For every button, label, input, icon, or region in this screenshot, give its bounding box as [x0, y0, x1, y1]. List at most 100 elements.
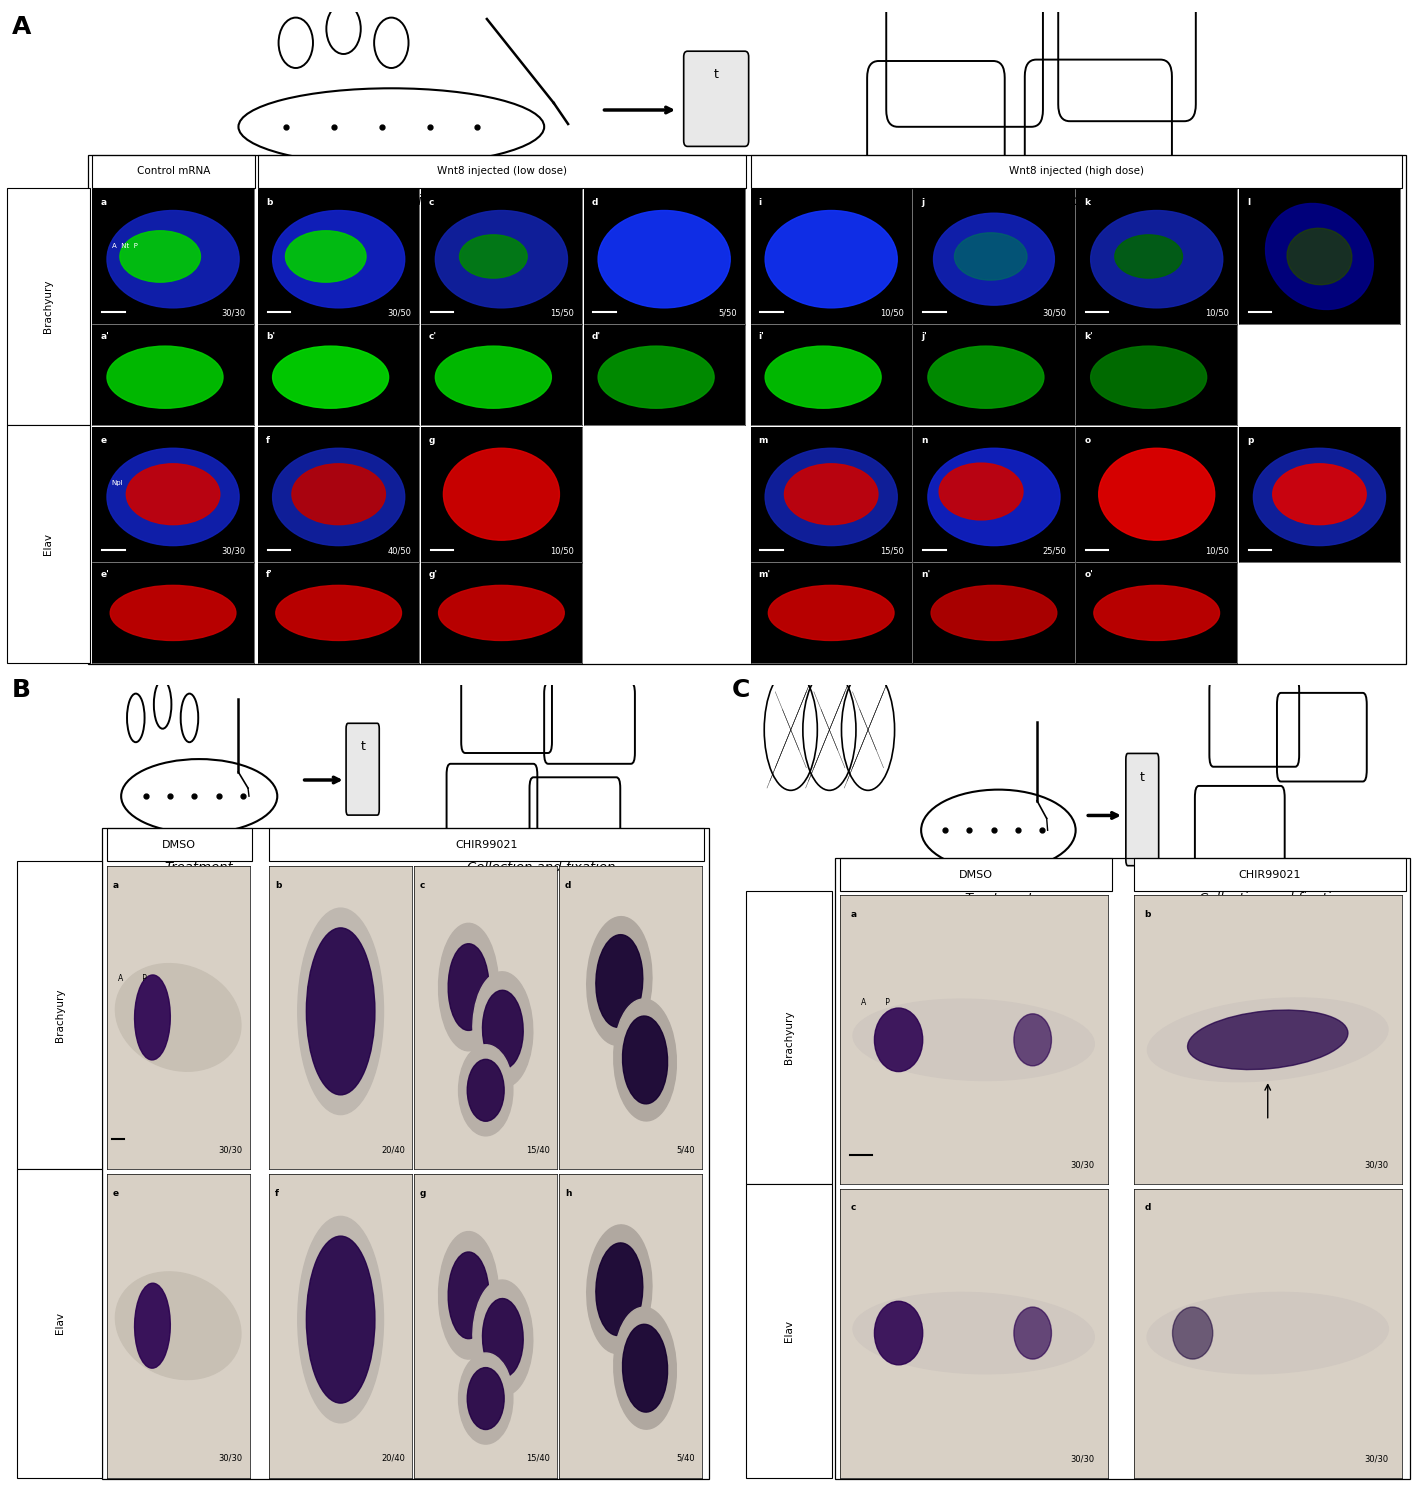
Text: 40/50: 40/50	[387, 546, 411, 555]
Ellipse shape	[1188, 1010, 1348, 1070]
Text: 10/50: 10/50	[879, 309, 904, 318]
Ellipse shape	[596, 1244, 643, 1335]
Text: 30/50: 30/50	[1043, 309, 1066, 318]
Ellipse shape	[107, 448, 239, 546]
Ellipse shape	[127, 464, 219, 525]
Ellipse shape	[135, 975, 171, 1060]
Ellipse shape	[1094, 585, 1220, 640]
Text: g': g'	[428, 570, 438, 579]
Text: Wnt8 injected (low dose): Wnt8 injected (low dose)	[437, 166, 568, 176]
Text: e': e'	[101, 570, 110, 579]
FancyBboxPatch shape	[1126, 753, 1158, 865]
Text: e: e	[101, 436, 107, 445]
Ellipse shape	[135, 1282, 171, 1368]
Text: 20/40: 20/40	[381, 1144, 406, 1154]
Ellipse shape	[444, 448, 559, 540]
Text: b: b	[275, 880, 282, 890]
Ellipse shape	[297, 1216, 384, 1423]
Text: 30/30: 30/30	[1070, 1454, 1094, 1462]
Ellipse shape	[115, 1272, 240, 1380]
Text: d': d'	[592, 332, 601, 340]
Text: a: a	[112, 880, 118, 890]
Text: m': m'	[758, 570, 771, 579]
Ellipse shape	[1114, 236, 1183, 278]
Text: Collection and fixation: Collection and fixation	[467, 861, 615, 874]
Ellipse shape	[613, 1306, 676, 1430]
Ellipse shape	[292, 464, 386, 525]
Text: 5/40: 5/40	[676, 1144, 694, 1154]
Text: 30/50: 30/50	[387, 309, 411, 318]
Text: 30/30: 30/30	[218, 1454, 242, 1462]
Ellipse shape	[448, 944, 490, 1030]
Text: f': f'	[266, 570, 273, 579]
Text: DMSO: DMSO	[959, 870, 993, 879]
Ellipse shape	[472, 972, 532, 1088]
Ellipse shape	[1015, 1014, 1052, 1066]
Ellipse shape	[1265, 204, 1373, 309]
Text: c: c	[851, 1203, 855, 1212]
Text: i: i	[758, 198, 761, 207]
Text: 15/50: 15/50	[879, 546, 904, 555]
Text: B: B	[11, 678, 30, 702]
Text: d: d	[592, 198, 598, 207]
Ellipse shape	[613, 999, 676, 1120]
Ellipse shape	[598, 346, 714, 408]
Ellipse shape	[107, 210, 239, 308]
Text: Brachyury: Brachyury	[784, 1011, 794, 1065]
Text: f: f	[266, 436, 270, 445]
Text: Collection and fixation: Collection and fixation	[982, 194, 1138, 208]
Text: Wnt8 injected (high dose): Wnt8 injected (high dose)	[1009, 166, 1144, 176]
Ellipse shape	[1099, 448, 1215, 540]
Ellipse shape	[460, 236, 527, 278]
Text: d: d	[1144, 1203, 1151, 1212]
Text: n: n	[922, 436, 928, 445]
Text: g: g	[428, 436, 435, 445]
Text: 30/30: 30/30	[222, 309, 246, 318]
Text: 25/50: 25/50	[1043, 546, 1066, 555]
Text: a: a	[851, 910, 857, 920]
Ellipse shape	[1147, 998, 1387, 1082]
Ellipse shape	[467, 1059, 504, 1122]
Ellipse shape	[306, 1236, 374, 1403]
Text: 5/40: 5/40	[676, 1454, 694, 1462]
Text: n': n'	[922, 570, 931, 579]
Text: i': i'	[758, 332, 764, 340]
Ellipse shape	[115, 963, 240, 1071]
Ellipse shape	[1286, 228, 1352, 285]
Ellipse shape	[306, 928, 374, 1095]
Ellipse shape	[438, 585, 565, 640]
Ellipse shape	[438, 924, 498, 1052]
FancyBboxPatch shape	[346, 723, 380, 815]
Text: b: b	[266, 198, 273, 207]
Text: Brachyury: Brachyury	[43, 279, 54, 333]
Ellipse shape	[933, 213, 1054, 304]
Text: 15/40: 15/40	[527, 1454, 551, 1462]
Ellipse shape	[928, 448, 1060, 546]
Ellipse shape	[928, 346, 1044, 408]
Ellipse shape	[875, 1008, 922, 1071]
Ellipse shape	[586, 1226, 652, 1353]
Text: 5/50: 5/50	[719, 309, 737, 318]
Ellipse shape	[435, 210, 568, 308]
Ellipse shape	[273, 210, 404, 308]
Text: DMSO: DMSO	[162, 840, 196, 849]
Text: Collection and fixation: Collection and fixation	[1200, 892, 1348, 906]
FancyBboxPatch shape	[683, 51, 748, 147]
Text: 10/50: 10/50	[1205, 309, 1229, 318]
Ellipse shape	[467, 1368, 504, 1430]
Ellipse shape	[482, 990, 524, 1070]
Ellipse shape	[273, 346, 388, 408]
Text: h: h	[565, 1190, 572, 1198]
Text: l: l	[1247, 198, 1249, 207]
Text: 20/40: 20/40	[381, 1454, 406, 1462]
Ellipse shape	[435, 346, 551, 408]
Text: 30/30: 30/30	[222, 546, 246, 555]
Ellipse shape	[1015, 1306, 1052, 1359]
Text: 30/30: 30/30	[1365, 1454, 1389, 1462]
Ellipse shape	[448, 1252, 490, 1338]
Ellipse shape	[852, 999, 1094, 1080]
Text: Elav: Elav	[43, 532, 54, 555]
Ellipse shape	[1254, 448, 1386, 546]
Ellipse shape	[472, 1280, 532, 1395]
Text: 30/30: 30/30	[218, 1144, 242, 1154]
